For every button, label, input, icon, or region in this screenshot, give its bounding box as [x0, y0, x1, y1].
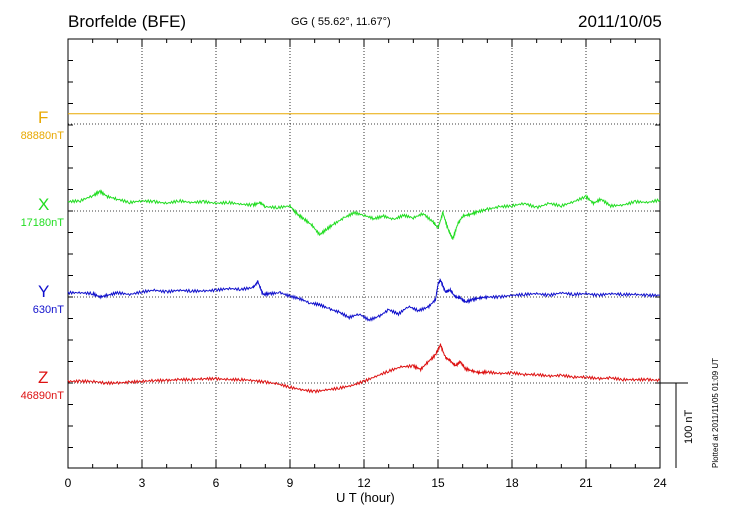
series-baseline-z: 46890nT	[20, 390, 64, 402]
geographic-coordinates: GG ( 55.62°, 11.67°)	[291, 16, 391, 28]
axis-ticks: 0 3 6 9 12 15 18 21 24	[65, 39, 667, 490]
series-name-y: Y	[38, 282, 50, 301]
x-tick-label: 24	[653, 476, 667, 490]
series-line-z	[67, 343, 661, 394]
series-layer	[67, 113, 661, 394]
date-label: 2011/10/05	[578, 12, 662, 31]
x-tick-label: 12	[357, 476, 371, 490]
series-name-z: Z	[38, 368, 49, 387]
series-baseline-x: 17180nT	[20, 217, 64, 229]
plotted-timestamp: Plotted at 2011/11/05 01:09 UT	[711, 358, 720, 468]
x-tick-label: 3	[139, 476, 146, 490]
x-tick-label: 9	[287, 476, 294, 490]
plot-frame	[67, 38, 661, 469]
series-name-x: X	[38, 195, 50, 214]
x-axis-label: U T (hour)	[336, 490, 395, 505]
station-title: Brorfelde (BFE)	[68, 12, 187, 31]
series-baseline-y: 630nT	[32, 304, 64, 316]
x-tick-label: 6	[213, 476, 220, 490]
x-tick-label: 21	[579, 476, 593, 490]
series-line-y	[67, 277, 661, 322]
series-line-x	[67, 189, 661, 240]
x-tick-label: 0	[65, 476, 72, 490]
grid-lines	[68, 39, 660, 468]
series-name-f: F	[38, 108, 49, 127]
x-tick-label: 15	[431, 476, 445, 490]
series-baseline-f: 88880nT	[20, 130, 64, 142]
x-tick-label: 18	[505, 476, 519, 490]
scale-bar: 100 nT	[660, 382, 695, 468]
scale-bar-label: 100 nT	[683, 409, 695, 444]
